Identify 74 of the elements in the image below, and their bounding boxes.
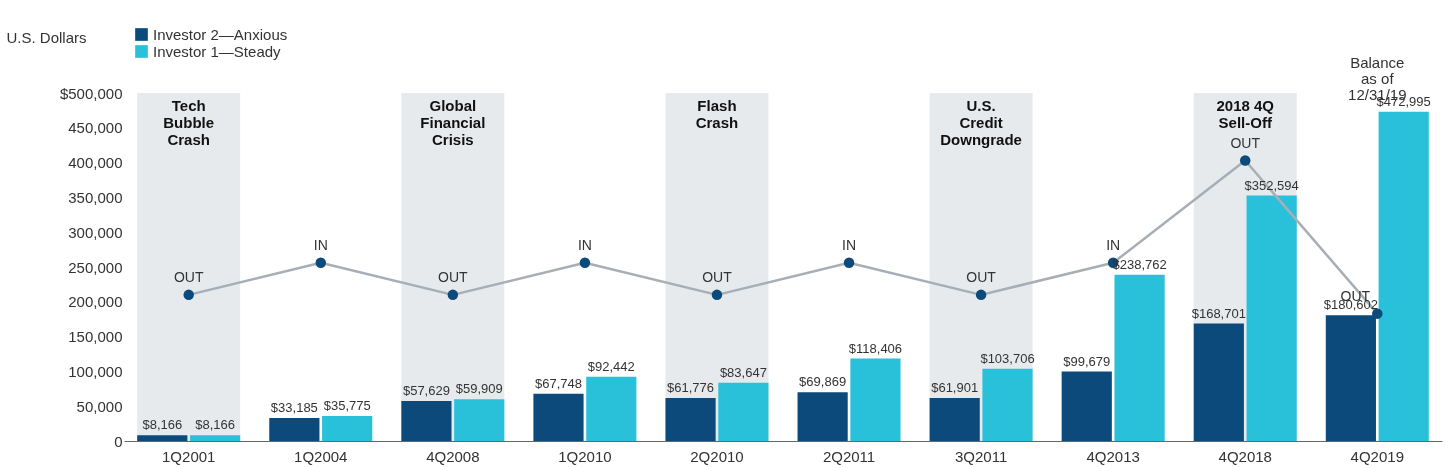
bar	[454, 399, 505, 441]
data-label: $35,775	[323, 398, 371, 414]
bar	[269, 417, 320, 441]
data-label: IN	[577, 236, 592, 253]
bar	[1246, 195, 1297, 441]
data-label: OUT	[438, 268, 469, 285]
data-label: $168,701	[1191, 305, 1246, 321]
bar	[586, 376, 637, 441]
x-tick-label: 4Q2008	[426, 447, 480, 465]
y-tick-label: 0	[114, 432, 123, 450]
data-label: $92,442	[587, 358, 635, 374]
data-label: $69,869	[799, 374, 847, 390]
data-label: $67,748	[534, 375, 582, 391]
bar	[1378, 111, 1429, 441]
x-tick-label: 1Q2004	[294, 447, 348, 465]
y-axis-title: U.S. Dollars	[6, 28, 87, 46]
bar	[850, 358, 901, 441]
data-label: $61,901	[931, 379, 979, 395]
y-tick-label: 200,000	[68, 293, 123, 311]
bar	[1114, 274, 1165, 441]
bar	[533, 393, 584, 441]
x-tick-label: 4Q2019	[1350, 447, 1404, 465]
data-label: $118,406	[848, 340, 903, 356]
bar	[322, 416, 373, 441]
bar	[982, 368, 1033, 441]
x-tick-label: 4Q2013	[1086, 447, 1140, 465]
bar	[929, 397, 980, 441]
y-tick-label: 350,000	[68, 188, 123, 206]
bar	[137, 435, 188, 441]
y-tick-label: 150,000	[68, 328, 123, 346]
data-label: OUT	[173, 268, 204, 285]
y-tick-label: 50,000	[76, 397, 123, 415]
x-tick-label: 1Q2001	[162, 447, 216, 465]
x-tick-label: 2Q2010	[690, 447, 744, 465]
bar	[1061, 371, 1112, 441]
y-tick-label: 400,000	[68, 154, 123, 172]
legend-label: Investor 2—Anxious	[153, 25, 288, 43]
data-label: IN	[313, 236, 328, 253]
data-label: OUT	[966, 268, 997, 285]
y-tick-label: 250,000	[68, 258, 123, 276]
bar	[1193, 323, 1244, 441]
data-label: IN	[1106, 236, 1121, 253]
x-tick-label: 3Q2011	[954, 447, 1008, 465]
data-label: $8,166	[195, 417, 236, 433]
data-label: $33,185	[270, 399, 318, 415]
band-label: Flash Crash	[695, 97, 739, 131]
data-label: $59,909	[455, 381, 503, 397]
y-tick-label: 300,000	[68, 223, 123, 241]
y-tick-label: 450,000	[68, 119, 123, 137]
data-label: $352,594	[1244, 177, 1299, 193]
bar	[190, 435, 241, 441]
data-label: $8,166	[142, 417, 183, 433]
bar	[665, 398, 716, 441]
y-tick-label: 100,000	[68, 362, 123, 380]
data-label: $61,776	[667, 380, 715, 395]
x-tick-label: 4Q2018	[1218, 447, 1272, 465]
x-tick-label: 1Q2010	[558, 447, 612, 465]
data-label: $57,629	[402, 382, 450, 398]
data-label: OUT	[702, 268, 733, 285]
data-label: $83,647	[719, 364, 767, 380]
bar	[797, 392, 848, 441]
data-label: IN	[842, 236, 857, 253]
x-tick-label: 2Q2011	[822, 447, 876, 465]
band-label: Global Financial Crisis	[420, 97, 486, 148]
band-label: 2018 4Q Sell-Off	[1216, 97, 1275, 131]
bar	[718, 382, 769, 441]
legend-label: Investor 1—Steady	[153, 42, 282, 60]
data-label: $103,706	[980, 350, 1035, 366]
band-label: Tech Bubble Crash	[163, 97, 215, 148]
y-tick-label: $500,000	[59, 84, 123, 102]
data-label: OUT	[1230, 134, 1261, 151]
data-label: $99,679	[1063, 353, 1111, 369]
band-label: U.S. Credit Downgrade	[940, 97, 1022, 148]
bar	[401, 400, 452, 441]
